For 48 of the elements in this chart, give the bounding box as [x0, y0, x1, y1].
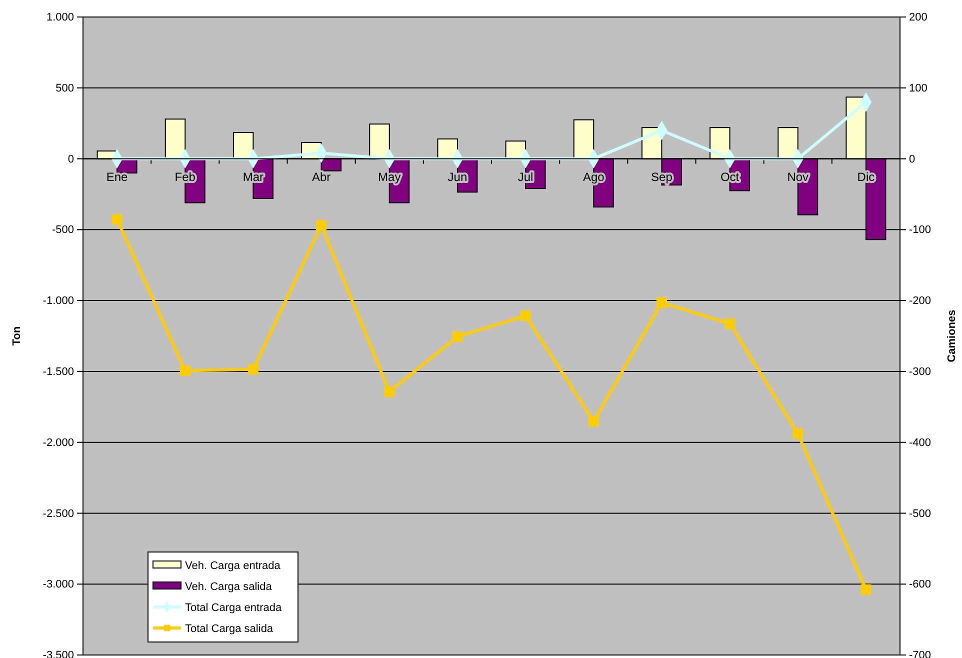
- point: [520, 310, 531, 321]
- x-tick-label: Oct: [720, 170, 740, 184]
- y-tick-label: 1.000: [46, 12, 74, 24]
- x-tick-label: Jul: [518, 170, 534, 184]
- y-tick-label: -2.000: [42, 436, 74, 449]
- point: [724, 318, 736, 329]
- point: [656, 297, 667, 308]
- x-tick-label: Ene: [106, 170, 128, 184]
- point: [792, 428, 804, 439]
- x-tick-label: Dic: [857, 170, 875, 184]
- x-tick-label: Mar: [242, 170, 264, 184]
- y2-axis-title: Camiones: [946, 310, 958, 362]
- y2-tick-label: -500: [909, 508, 932, 520]
- point: [248, 364, 258, 375]
- y2-tick-label: 0: [909, 153, 916, 166]
- x-tick-label: May: [378, 170, 401, 184]
- point: [452, 331, 463, 342]
- y2-tick-label: -600: [909, 578, 932, 591]
- point: [112, 214, 122, 225]
- x-tick-label: Jun: [448, 170, 468, 184]
- x-tick-label: Abr: [312, 170, 331, 184]
- y2-tick-label: -300: [909, 366, 932, 378]
- legend-label: Total Carga entrada: [185, 602, 282, 614]
- y-tick-label: -3.000: [42, 578, 74, 591]
- y-tick-label: 0: [68, 153, 74, 166]
- y-tick-label: -1.000: [42, 295, 74, 308]
- x-tick-label: Feb: [174, 170, 196, 184]
- y2-tick-label: -200: [909, 295, 932, 308]
- legend-label: Veh. Carga salida: [185, 581, 273, 593]
- y-tick-label: 500: [56, 82, 74, 94]
- x-tick-label: Ago: [582, 170, 605, 184]
- x-tick-label: Nov: [787, 170, 809, 184]
- point: [384, 386, 395, 397]
- y-tick-label: -1.500: [42, 366, 74, 378]
- y2-tick-label: -100: [909, 224, 932, 236]
- y2-tick-label: 200: [909, 12, 928, 24]
- point: [316, 220, 327, 231]
- point: [860, 584, 872, 595]
- y-axis-title: Ton: [11, 326, 23, 346]
- x-tick-label: Sep: [651, 170, 673, 184]
- point: [180, 365, 190, 376]
- y-tick-label: -2.500: [42, 508, 74, 520]
- y-tick-label: -500: [52, 224, 74, 236]
- y2-tick-label: -400: [909, 436, 932, 449]
- legend-label: Total Carga salida: [185, 623, 274, 635]
- legend-label: Veh. Carga entrada: [185, 560, 282, 572]
- point: [588, 416, 599, 427]
- y2-tick-label: 100: [909, 82, 928, 94]
